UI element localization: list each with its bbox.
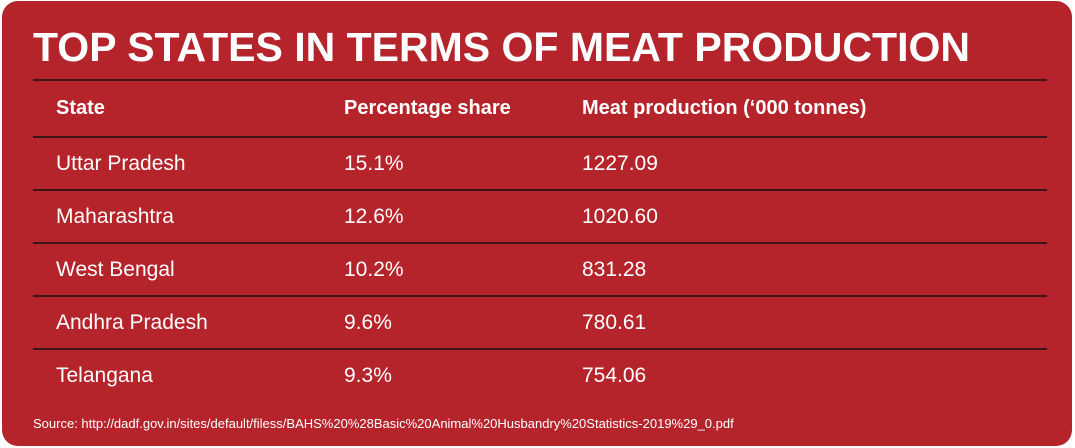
table-header-row: State Percentage share Meat production (… (33, 79, 1047, 136)
state-cell: Telangana (56, 363, 153, 387)
table-row: West Bengal 10.2% 831.28 (33, 242, 1047, 295)
meat-production-table: State Percentage share Meat production (… (33, 79, 1047, 401)
state-cell: Andhra Pradesh (56, 310, 208, 334)
table-row: Telangana 9.3% 754.06 (33, 348, 1047, 401)
state-cell: West Bengal (56, 257, 175, 281)
percentage-share-cell: 9.3% (344, 363, 392, 387)
meat-production-cell: 1227.09 (582, 151, 658, 175)
meat-production-cell: 754.06 (582, 363, 647, 387)
column-header-state: State (56, 97, 105, 119)
meat-production-cell: 831.28 (582, 257, 647, 281)
source-note: Source: http://dadf.gov.in/sites/default… (33, 416, 734, 431)
column-header-percentage-share: Percentage share (344, 97, 511, 119)
percentage-share-cell: 12.6% (344, 204, 404, 228)
percentage-share-cell: 10.2% (344, 257, 404, 281)
meat-production-cell: 780.61 (582, 310, 647, 334)
state-cell: Uttar Pradesh (56, 151, 186, 175)
table-row: Uttar Pradesh 15.1% 1227.09 (33, 136, 1047, 189)
state-cell: Maharashtra (56, 204, 174, 228)
table-row: Maharashtra 12.6% 1020.60 (33, 189, 1047, 242)
percentage-share-cell: 9.6% (344, 310, 392, 334)
percentage-share-cell: 15.1% (344, 151, 404, 175)
meat-production-cell: 1020.60 (582, 204, 658, 228)
column-header-meat-production: Meat production (‘000 tonnes) (582, 97, 867, 119)
table-row: Andhra Pradesh 9.6% 780.61 (33, 295, 1047, 348)
chart-title: TOP STATES IN TERMS OF MEAT PRODUCTION (33, 24, 970, 70)
